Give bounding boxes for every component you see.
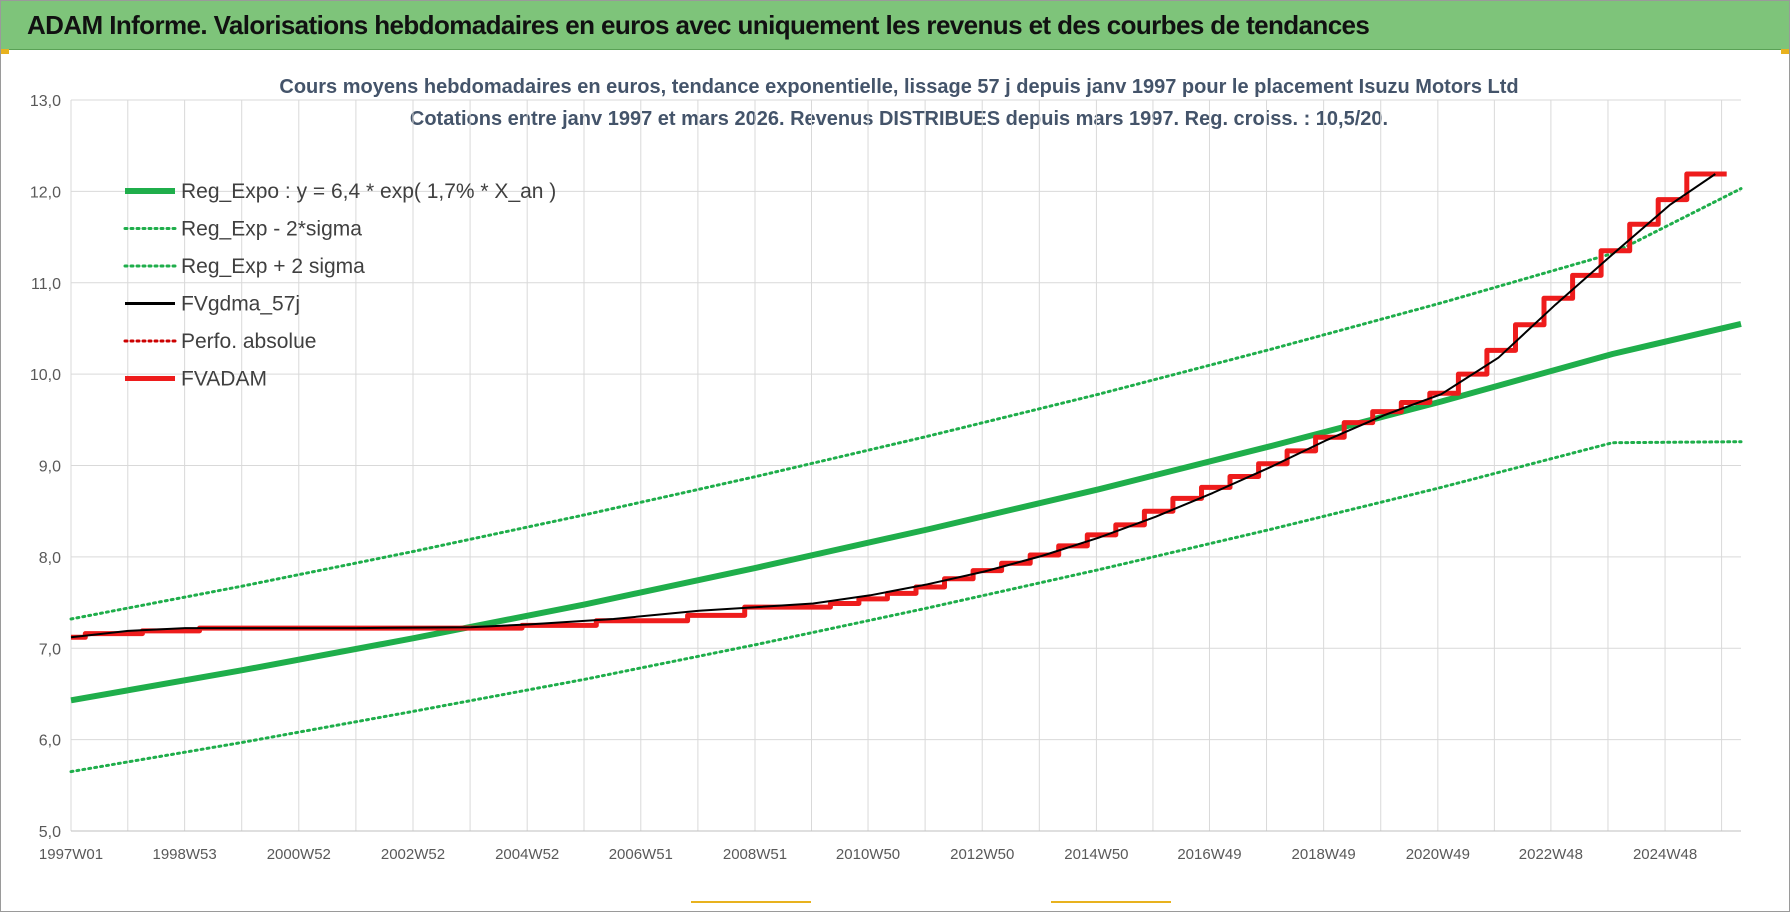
y-tick-label: 6,0 xyxy=(39,733,61,750)
legend-label: Reg_Exp + 2 sigma xyxy=(181,255,365,278)
legend: Reg_Expo : y = 6,4 * exp( 1,7% * X_an ) R… xyxy=(123,180,556,391)
y-tick-label: 8,0 xyxy=(39,550,61,567)
x-tick-label: 2014W50 xyxy=(1064,846,1128,863)
report-banner: ADAM Informe. Valorisations hebdomadaire… xyxy=(1,1,1789,50)
x-tick-label: 2006W51 xyxy=(609,846,673,863)
y-tick-label: 7,0 xyxy=(39,641,61,658)
chart-title: Cours moyens hebdomadaires en euros, ten… xyxy=(279,76,1518,98)
bottom-marker-left xyxy=(691,901,811,903)
x-tick-label: 2004W52 xyxy=(495,846,559,863)
axes: 5,0 6,0 7,0 8,0 9,0 10,0 11,0 12,0 13,0 1997W01 19… xyxy=(30,93,1741,863)
grid xyxy=(70,99,1741,832)
series-layer xyxy=(69,171,1743,774)
y-tick-label: 5,0 xyxy=(39,824,61,841)
legend-label: Reg_Exp - 2*sigma xyxy=(181,218,362,241)
series-line-reg-expo-y-6-4-exp-1-7-x-an xyxy=(70,320,1742,704)
series-line-reg-exp-2-sigma xyxy=(69,440,1743,774)
series-line-reg-exp-2-sigma xyxy=(69,187,1743,621)
y-tick-label: 9,0 xyxy=(39,459,61,476)
series-line-fvadam xyxy=(71,171,1727,640)
x-tick-label: 2022W48 xyxy=(1519,846,1583,863)
x-tick-label: 2024W48 xyxy=(1633,846,1697,863)
x-tick-label: 1998W53 xyxy=(153,846,217,863)
x-tick-label: 2020W49 xyxy=(1406,846,1470,863)
y-tick-label: 10,0 xyxy=(30,367,61,384)
report-title: ADAM Informe. Valorisations hebdomadaire… xyxy=(27,9,1370,40)
bottom-marker-right xyxy=(1051,901,1171,903)
x-tick-label: 2008W51 xyxy=(723,846,787,863)
y-tick-label: 12,0 xyxy=(30,184,61,201)
left-corner-marker xyxy=(1,49,9,54)
x-tick-label: 2012W50 xyxy=(950,846,1014,863)
x-tick-label: 2000W52 xyxy=(267,846,331,863)
x-tick-label: 2016W49 xyxy=(1177,846,1241,863)
legend-label: FVgdma_57j xyxy=(181,293,300,316)
x-tick-label: 2010W50 xyxy=(836,846,900,863)
x-tick-label: 2002W52 xyxy=(381,846,445,863)
x-tick-label: 1997W01 xyxy=(39,846,103,863)
legend-label: FVADAM xyxy=(181,368,267,391)
legend-label: Reg_Expo : y = 6,4 * exp( 1,7% * X_an ) xyxy=(181,180,556,203)
right-corner-marker xyxy=(1781,49,1789,54)
y-tick-label: 11,0 xyxy=(31,276,61,293)
series-line-fvgdma-57j xyxy=(70,173,1716,639)
legend-label: Perfo. absolue xyxy=(181,330,316,353)
x-tick-label: 2018W49 xyxy=(1292,846,1356,863)
chart-subtitle: Cotations entre janv 1997 et mars 2026. … xyxy=(410,108,1388,130)
y-tick-label: 13,0 xyxy=(30,93,61,110)
